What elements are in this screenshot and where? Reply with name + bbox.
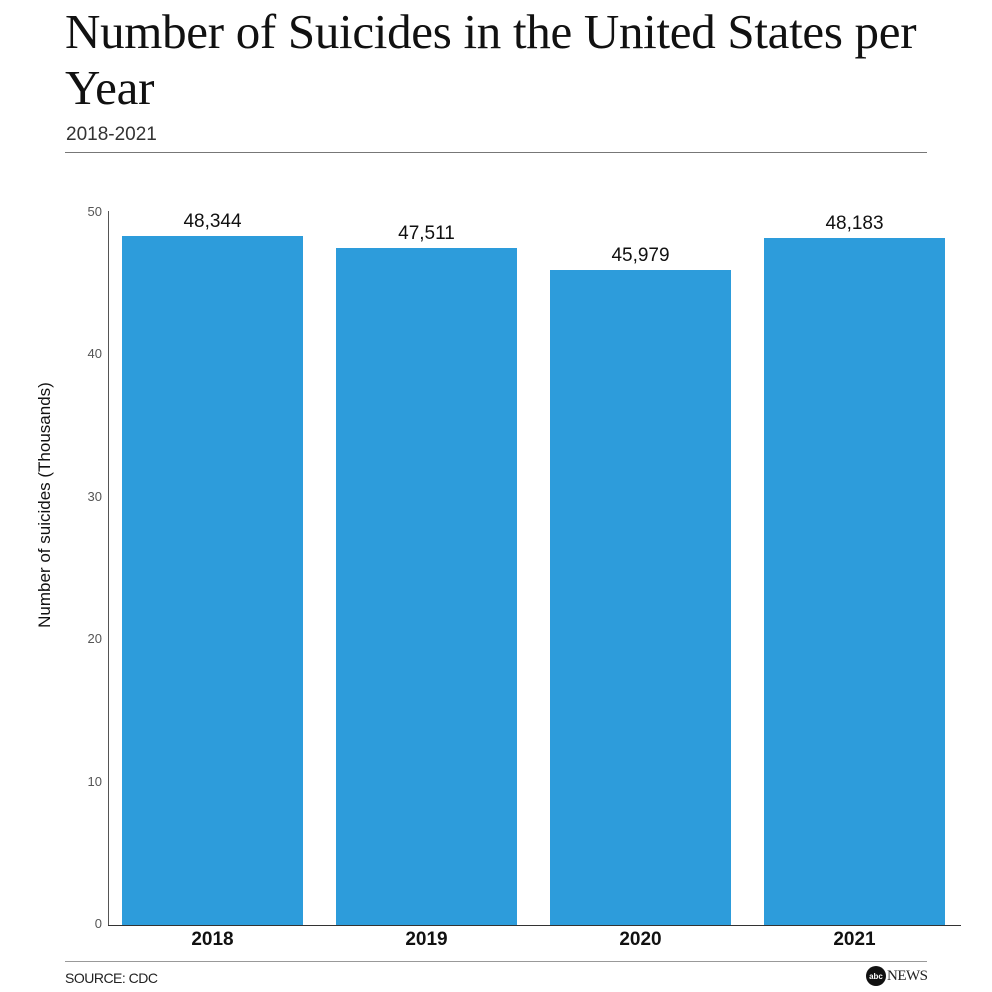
- bar-value-label-2020: 45,979: [611, 245, 670, 266]
- x-label-2021: 2021: [833, 929, 876, 950]
- x-label-2018: 2018: [191, 929, 234, 950]
- y-tick-30: 30: [87, 489, 102, 504]
- bar-value-label-2019: 47,511: [398, 223, 455, 244]
- source-note: SOURCE: CDC: [65, 970, 158, 986]
- y-tick-40: 40: [87, 346, 102, 361]
- y-tick-0: 0: [94, 916, 102, 931]
- bar-value-label-2021: 48,183: [825, 213, 884, 234]
- chart-title: Number of Suicides in the United States …: [65, 4, 917, 115]
- y-tick-20: 20: [87, 631, 102, 646]
- header-divider: [65, 152, 927, 153]
- bar-2018: [122, 236, 303, 925]
- y-axis-line: [108, 211, 109, 926]
- y-axis-label: Number of suicides (Thousands): [35, 382, 54, 628]
- y-tick-50: 50: [87, 204, 102, 219]
- x-label-2019: 2019: [405, 929, 448, 950]
- bar-2020: [550, 270, 731, 925]
- bar-value-label-2018: 48,344: [183, 211, 242, 232]
- chart-subtitle: 2018-2021: [66, 124, 157, 145]
- bar-2021: [764, 238, 945, 925]
- abc-news-logo: abc NEWS: [866, 966, 928, 986]
- y-tick-10: 10: [87, 774, 102, 789]
- news-logo-text: NEWS: [887, 967, 928, 984]
- x-axis-line: [108, 925, 961, 926]
- abc-logo-icon: abc: [866, 966, 886, 986]
- bar-2019: [336, 248, 517, 925]
- footer-divider: [65, 961, 927, 962]
- x-label-2020: 2020: [619, 929, 662, 950]
